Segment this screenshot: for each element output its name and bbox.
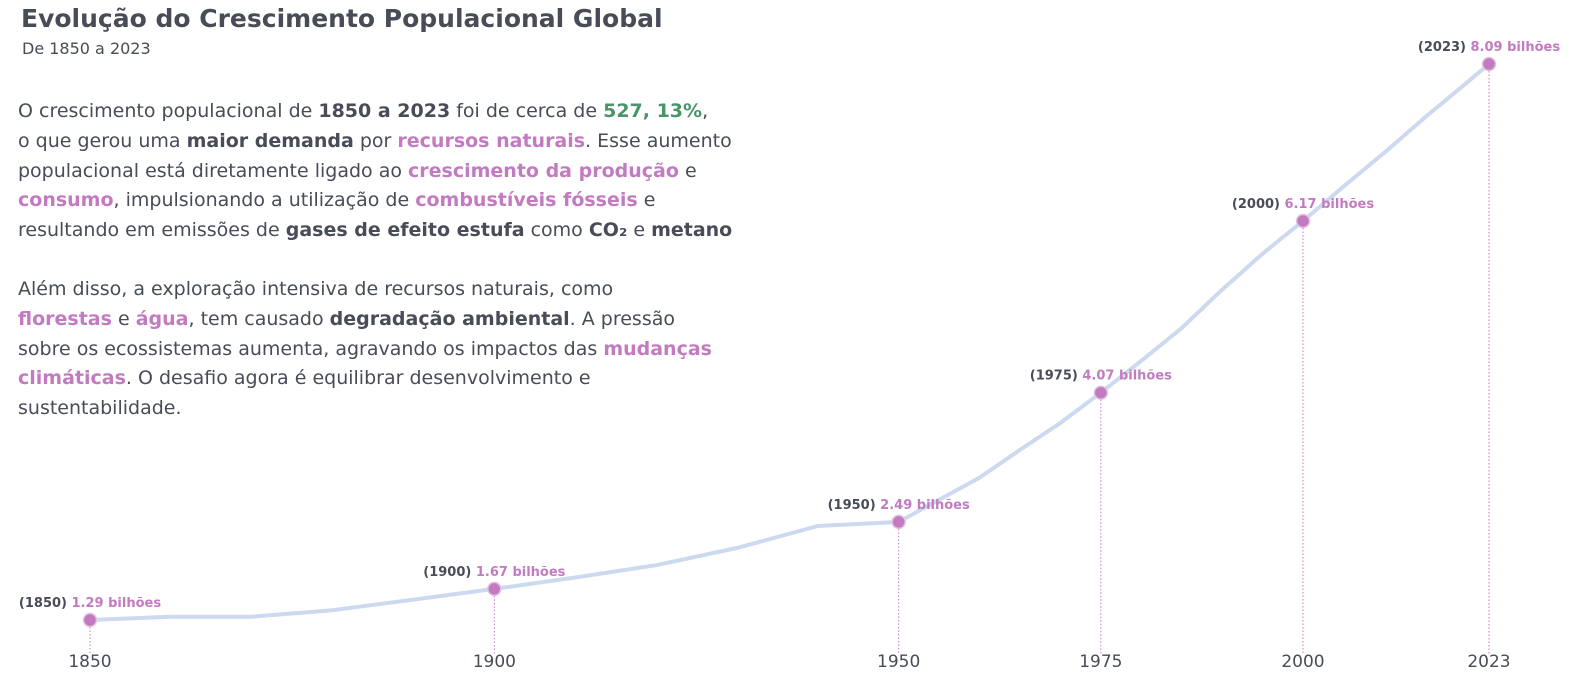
chart-subtitle: De 1850 a 2023 bbox=[22, 39, 151, 58]
data-point-1900 bbox=[487, 581, 502, 597]
text-span: O crescimento populacional de bbox=[18, 100, 319, 122]
data-point-1950 bbox=[891, 514, 906, 530]
data-label-2023: (2023) 8.09 bilhões bbox=[1418, 40, 1560, 55]
highlight-text: climáticas bbox=[18, 367, 126, 390]
population-series-line bbox=[88, 62, 1491, 622]
data-point-2000 bbox=[1295, 213, 1311, 229]
x-tick-label-2023: 2023 bbox=[1467, 652, 1510, 672]
text-span: , tem causado bbox=[188, 307, 330, 330]
x-tick-label-2000: 2000 bbox=[1281, 652, 1324, 672]
highlight-text: recursos naturais bbox=[397, 129, 586, 152]
text-span: e bbox=[678, 159, 697, 182]
text-span: , impulsionando a utilização de bbox=[113, 189, 416, 212]
text-span: sobre os ecossistemas aumenta, agravando… bbox=[18, 337, 604, 360]
text-span: como bbox=[524, 219, 589, 242]
text-span: resultando em emissões de bbox=[18, 219, 286, 242]
data-point-1975 bbox=[1093, 385, 1109, 400]
bold-text: maior demanda bbox=[186, 129, 354, 152]
description-paragraph-2: Além disso, a exploração intensiva de re… bbox=[18, 275, 712, 424]
bold-text: degradação ambiental bbox=[329, 307, 570, 330]
data-label-1975: (1975) 4.07 bilhões bbox=[1030, 369, 1172, 384]
data-label-2000: (2000) 6.17 bilhões bbox=[1232, 197, 1374, 212]
text-span: populacional está diretamente ligado ao bbox=[18, 159, 409, 182]
text-span: e bbox=[637, 189, 656, 212]
highlight-text: mudanças bbox=[603, 337, 712, 360]
data-label-1900: (1900) 1.67 bilhões bbox=[423, 565, 565, 580]
x-tick-label-1850: 1850 bbox=[68, 652, 111, 672]
x-tick-label-1950: 1950 bbox=[877, 652, 920, 672]
text-span: . A pressão bbox=[569, 307, 675, 330]
bold-text: CO₂ bbox=[588, 219, 628, 242]
text-span: e bbox=[627, 219, 652, 242]
text-span: Além disso, a exploração intensiva de re… bbox=[18, 278, 614, 300]
data-point-1850 bbox=[82, 612, 98, 628]
text-span: o que gerou uma bbox=[18, 129, 187, 152]
bold-text: 1850 a 2023 bbox=[318, 100, 451, 122]
highlight-text: florestas bbox=[18, 307, 112, 330]
data-label-1850: (1850) 1.29 bilhões bbox=[19, 596, 161, 611]
text-span: por bbox=[353, 129, 398, 152]
highlight-text: água bbox=[135, 307, 189, 330]
text-span: sustentabilidade. bbox=[18, 397, 182, 420]
bold-text: gases de efeito estufa bbox=[285, 219, 525, 242]
text-span: , bbox=[702, 100, 709, 122]
highlight-text: combustíveis fósseis bbox=[415, 189, 638, 212]
text-span: e bbox=[111, 307, 136, 330]
data-point-2023 bbox=[1481, 56, 1497, 72]
text-span: . O desafio agora é equilibrar desenvolv… bbox=[125, 367, 591, 390]
highlight-text: consumo bbox=[18, 189, 114, 212]
text-span: foi de cerca de bbox=[450, 100, 604, 122]
highlight-text: crescimento da produção bbox=[408, 159, 679, 182]
highlight-text: 527, 13% bbox=[603, 100, 703, 122]
description-paragraph-1: O crescimento populacional de 1850 a 202… bbox=[18, 97, 732, 246]
text-span: . Esse aumento bbox=[585, 129, 732, 152]
x-tick-label-1900: 1900 bbox=[473, 652, 516, 672]
chart-title: Evolução do Crescimento Populacional Glo… bbox=[21, 4, 663, 33]
bold-text: metano bbox=[651, 219, 733, 242]
data-label-1950: (1950) 2.49 bilhões bbox=[828, 498, 970, 513]
x-tick-label-1975: 1975 bbox=[1079, 652, 1122, 672]
